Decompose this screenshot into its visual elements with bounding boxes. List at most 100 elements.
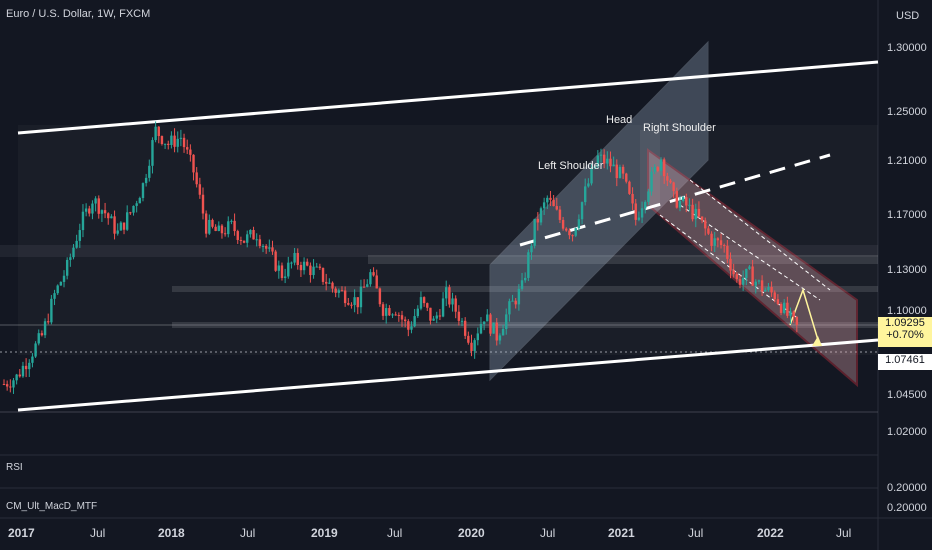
candle-body bbox=[482, 321, 486, 324]
candle-body bbox=[170, 135, 173, 145]
y-tick-8: 1.02000 bbox=[887, 426, 927, 438]
x-tick-jul-2019: Jul bbox=[387, 526, 403, 540]
candle-body bbox=[659, 159, 663, 171]
annotation-left-shoulder: Left Shoulder bbox=[538, 160, 604, 172]
candle-body bbox=[672, 182, 675, 192]
macd-label[interactable]: CM_Ult_MacD_MTF bbox=[6, 501, 98, 512]
candle-body bbox=[40, 333, 44, 336]
candle-body bbox=[72, 247, 75, 258]
candle-body bbox=[536, 218, 540, 223]
candles-group bbox=[2, 121, 799, 394]
inner-dashed-1 bbox=[689, 179, 831, 291]
candle-body bbox=[271, 247, 274, 252]
candle-body bbox=[523, 277, 527, 281]
candle-body bbox=[312, 266, 315, 276]
candle-body bbox=[56, 285, 59, 294]
candle-body bbox=[31, 356, 34, 363]
candle-body bbox=[650, 171, 653, 192]
candle-body bbox=[666, 176, 669, 181]
candle-body bbox=[230, 220, 233, 222]
candle-body bbox=[571, 235, 574, 237]
candle-body bbox=[394, 314, 397, 316]
candle-body bbox=[416, 308, 419, 317]
candle-body bbox=[656, 167, 660, 171]
candle-body bbox=[463, 320, 467, 336]
candle-body bbox=[211, 219, 214, 227]
candle-body bbox=[795, 316, 799, 325]
annotation-right-shoulder: Right Shoulder bbox=[643, 122, 716, 134]
candle-body bbox=[467, 335, 470, 343]
candle-body bbox=[94, 198, 97, 204]
candle-body bbox=[552, 199, 555, 207]
candle-body bbox=[435, 315, 438, 319]
candle-body bbox=[157, 126, 160, 137]
candle-body bbox=[631, 193, 634, 204]
candle-body bbox=[704, 220, 707, 229]
candle-body bbox=[729, 258, 732, 271]
candle-body bbox=[186, 147, 189, 150]
level-tag: 1.07461 bbox=[878, 354, 932, 370]
candle-body bbox=[359, 286, 363, 308]
x-tick-2022: 2022 bbox=[757, 526, 784, 540]
candle-body bbox=[299, 264, 303, 271]
zone-band-1 bbox=[368, 255, 878, 264]
candle-body bbox=[618, 166, 622, 179]
candle-body bbox=[28, 362, 31, 370]
candle-body bbox=[309, 265, 312, 276]
candle-body bbox=[615, 164, 618, 179]
candle-body bbox=[204, 213, 208, 234]
candle-body bbox=[306, 261, 309, 266]
candle-body bbox=[517, 288, 521, 305]
candle-body bbox=[593, 166, 596, 169]
candle-body bbox=[261, 245, 265, 247]
candle-body bbox=[50, 298, 53, 323]
candle-body bbox=[722, 245, 726, 247]
candle-body bbox=[530, 245, 533, 253]
candle-body bbox=[561, 219, 565, 229]
candle-body bbox=[745, 268, 748, 279]
candle-body bbox=[685, 197, 688, 206]
candle-body bbox=[403, 319, 407, 322]
candle-body bbox=[558, 209, 562, 220]
candle-body bbox=[460, 320, 464, 322]
candle-body bbox=[681, 197, 685, 201]
candle-body bbox=[12, 380, 15, 388]
candle-body bbox=[751, 266, 754, 286]
candle-body bbox=[391, 314, 394, 316]
candle-body bbox=[628, 181, 631, 194]
candle-body bbox=[508, 301, 511, 315]
candle-body bbox=[760, 280, 764, 292]
candle-body bbox=[119, 222, 123, 231]
y-tick-2: 1.25000 bbox=[887, 106, 927, 118]
rsi-label[interactable]: RSI bbox=[6, 462, 23, 473]
candle-body bbox=[116, 230, 119, 234]
candle-body bbox=[369, 272, 372, 285]
candle-body bbox=[138, 197, 142, 204]
candle-body bbox=[675, 191, 679, 208]
candle-body bbox=[239, 239, 243, 241]
x-tick-2020: 2020 bbox=[458, 526, 485, 540]
ascending-channel bbox=[489, 40, 709, 382]
candle-body bbox=[555, 206, 558, 210]
candle-body bbox=[34, 343, 37, 357]
candle-body bbox=[457, 311, 461, 321]
arrowhead bbox=[812, 336, 822, 346]
candle-body bbox=[473, 340, 476, 352]
candle-body bbox=[397, 314, 401, 316]
candle-body bbox=[498, 335, 502, 341]
neckline bbox=[519, 153, 831, 247]
candle-body bbox=[697, 208, 701, 217]
candle-body bbox=[501, 328, 505, 336]
candle-body bbox=[151, 140, 154, 166]
candle-body bbox=[163, 143, 167, 145]
candle-body bbox=[293, 252, 296, 263]
candle-body bbox=[356, 297, 359, 308]
candle-body bbox=[144, 177, 148, 184]
y-tick-9: 0.20000 bbox=[887, 482, 927, 494]
y-tick-4: 1.17000 bbox=[887, 209, 927, 221]
candle-body bbox=[179, 137, 183, 139]
price-tag-value: 1.09295 bbox=[885, 317, 925, 329]
x-tick-jul-2018: Jul bbox=[240, 526, 256, 540]
candle-body bbox=[644, 201, 647, 209]
